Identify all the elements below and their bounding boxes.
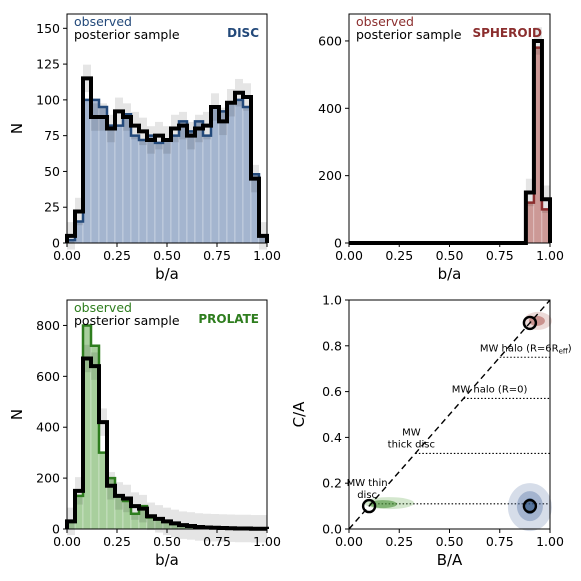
legend-posterior: posterior sample xyxy=(74,27,180,42)
observed-bar xyxy=(162,139,172,244)
observed-bar xyxy=(106,125,116,244)
x-axis-label: B/A xyxy=(437,551,463,569)
y-tick-label: 0 xyxy=(334,236,342,251)
plot-frame xyxy=(66,13,268,244)
y-tick-label: 0.2 xyxy=(322,476,342,491)
plot-frame xyxy=(66,299,268,530)
x-tick-label: 0.00 xyxy=(335,534,363,549)
x-tick-label: 0.50 xyxy=(436,534,464,549)
y-tick-label: 0.0 xyxy=(322,522,342,537)
x-tick-label: 1.00 xyxy=(536,248,564,263)
y-axis-label: N xyxy=(8,123,26,134)
observed-bar xyxy=(234,99,244,244)
plot-frame xyxy=(348,13,551,244)
x-tick-label: 0.25 xyxy=(103,248,131,263)
y-tick-label: 150 xyxy=(36,21,60,36)
x-tick-label: 0.25 xyxy=(385,248,413,263)
y-tick-label: 100 xyxy=(36,92,60,107)
legend-observed: observed xyxy=(74,14,132,29)
y-tick-label: 0.6 xyxy=(322,384,342,399)
observed-bar xyxy=(114,125,124,244)
x-tick-label: 0.75 xyxy=(203,534,231,549)
y-tick-label: 600 xyxy=(318,33,342,48)
panel-tag: SPHEROID xyxy=(472,26,542,40)
y-tick-label: 0 xyxy=(52,236,60,251)
posterior-outline xyxy=(349,38,552,245)
spheroid-marker xyxy=(522,315,538,331)
x-tick-label: 0.50 xyxy=(436,248,464,263)
x-tick-label: 0.50 xyxy=(153,248,181,263)
observed-bar xyxy=(178,121,188,244)
y-tick-label: 0 xyxy=(52,522,60,537)
axes-bottom-right: 0.00 0.25 0.50 0.75 1.00 0.0 0.2 0.4 0.6 0.8 1.0 B/… xyxy=(290,293,564,570)
y-tick-label: 50 xyxy=(44,164,60,179)
y-tick-label: 400 xyxy=(36,420,60,435)
observed-bar xyxy=(202,135,212,244)
y-tick-label: 200 xyxy=(318,168,342,183)
x-tick-label: 0.75 xyxy=(486,534,514,549)
legend-posterior: posterior sample xyxy=(74,313,180,328)
observed-bar xyxy=(138,139,148,244)
x-tick-label: 0.50 xyxy=(153,534,181,549)
plot-frame xyxy=(348,299,551,530)
reference-label: MW halo (R=6Reff) xyxy=(480,343,572,355)
legend-posterior: posterior sample xyxy=(356,27,462,42)
panel-tag: DISC xyxy=(227,26,259,40)
y-tick-label: 0.4 xyxy=(322,430,342,445)
x-tick-label: 1.00 xyxy=(536,534,564,549)
reference-label: thick disc xyxy=(388,439,435,450)
x-tick-label: 1.00 xyxy=(253,534,281,549)
axes-top-right: 0.00 0.25 0.50 0.75 1.00 0 200 400 600 b/a xyxy=(318,13,564,283)
y-tick-label: 800 xyxy=(36,318,60,333)
reference-label: MW xyxy=(402,427,421,438)
y-axis-label: N xyxy=(8,409,26,420)
x-tick-label: 0.75 xyxy=(203,248,231,263)
y-tick-label: 200 xyxy=(36,471,60,486)
posterior-outline xyxy=(65,356,269,531)
x-tick-label: 0.75 xyxy=(486,248,514,263)
y-tick-label: 75 xyxy=(44,128,60,143)
observed-bar xyxy=(130,135,140,244)
observed-bar xyxy=(154,142,164,244)
x-tick-label: 0.00 xyxy=(335,248,363,263)
histogram-bottom-left xyxy=(65,324,269,543)
observed-bar xyxy=(226,102,236,244)
y-tick-label: 400 xyxy=(318,101,342,116)
x-tick-label: 0.25 xyxy=(385,534,413,549)
y-tick-label: 0.8 xyxy=(322,338,342,353)
legend-observed: observed xyxy=(74,300,132,315)
y-axis-label: C/A xyxy=(290,401,308,428)
axes-top-left: 0.00 0.25 0.50 0.75 1.00 0 25 50 75 100 125 150 b/a N xyxy=(8,13,281,283)
posterior-outline xyxy=(65,76,269,243)
reference-label: disc xyxy=(357,490,377,501)
y-tick-label: 600 xyxy=(36,369,60,384)
x-axis-label: b/a xyxy=(155,551,179,569)
axes-bottom-left: 0.00 0.25 0.50 0.75 1.00 0 200 400 600 800 b/a N xyxy=(8,299,281,569)
disc-marker xyxy=(522,498,538,514)
panel-tag: PROLATE xyxy=(198,312,259,326)
x-tick-label: 0.25 xyxy=(103,534,131,549)
observed-bar xyxy=(170,135,180,244)
x-tick-label: 0.00 xyxy=(53,534,81,549)
x-tick-label: 0.00 xyxy=(53,248,81,263)
histogram-top-left xyxy=(65,64,269,250)
legend-observed: observed xyxy=(356,14,414,29)
y-tick-label: 1.0 xyxy=(322,293,342,308)
x-tick-label: 1.00 xyxy=(253,248,281,263)
y-tick-label: 125 xyxy=(36,57,60,72)
reference-label: MW halo (R=0) xyxy=(452,384,528,395)
y-tick-label: 25 xyxy=(44,200,60,215)
diagonal-line xyxy=(348,299,551,530)
reference-label: MW thin xyxy=(347,478,388,489)
observed-outline xyxy=(349,46,552,245)
prolate-marker xyxy=(361,498,377,514)
x-axis-label: b/a xyxy=(438,265,462,283)
histogram-top-right xyxy=(349,27,552,245)
x-axis-label: b/a xyxy=(155,265,179,283)
